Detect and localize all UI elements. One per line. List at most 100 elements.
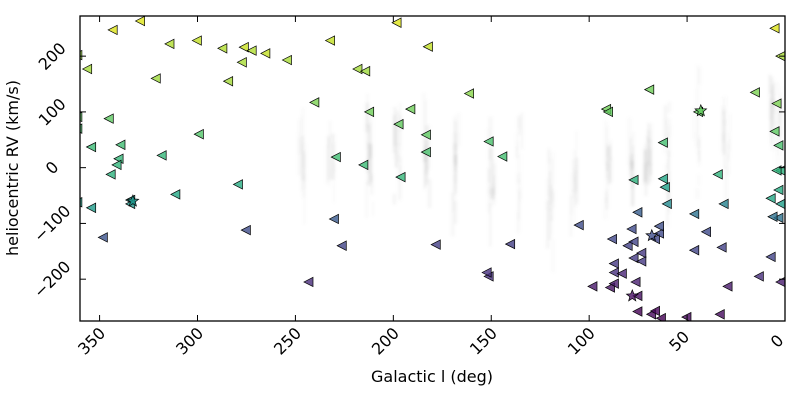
data-point	[328, 213, 339, 225]
data-point	[653, 228, 664, 239]
data-point	[103, 113, 114, 124]
x-tick-label: 100	[564, 324, 599, 359]
density-streak	[630, 177, 634, 208]
density-streak	[515, 147, 519, 158]
data-point	[420, 146, 431, 158]
data-point	[749, 87, 760, 98]
x-tick-label: 350	[74, 324, 109, 359]
density-streak	[649, 149, 653, 182]
density-streak	[427, 179, 432, 208]
density-streak	[667, 101, 672, 113]
plot-frame	[79, 15, 786, 322]
data-point	[232, 179, 243, 190]
data-point	[422, 41, 433, 52]
y-tick-label: 100	[35, 94, 70, 129]
density-streak	[329, 158, 335, 181]
data-point	[632, 290, 643, 302]
density-streak	[333, 164, 336, 203]
data-point	[430, 239, 441, 250]
data-point	[393, 118, 404, 130]
data-point	[622, 240, 633, 251]
density-streak	[424, 144, 428, 185]
data-point	[765, 251, 776, 263]
data-point	[769, 23, 780, 34]
density-streak	[697, 67, 701, 84]
density-streak	[518, 179, 521, 194]
data-point	[716, 242, 727, 253]
density-streak	[520, 112, 524, 150]
data-point	[85, 141, 97, 153]
data-point	[657, 173, 668, 185]
data-point	[336, 240, 347, 251]
density-streak	[551, 239, 555, 272]
data-point	[688, 208, 700, 220]
data-point-star	[625, 288, 639, 302]
data-point-star	[645, 228, 659, 242]
density-streak	[329, 121, 332, 139]
density-streak	[573, 175, 576, 223]
data-point	[608, 258, 619, 269]
data-point	[391, 17, 402, 28]
data-point	[573, 219, 584, 231]
data-point	[164, 38, 175, 50]
density-streak	[453, 200, 458, 224]
density-streak	[605, 163, 610, 210]
data-point	[260, 48, 271, 59]
data-point	[359, 65, 371, 77]
data-point	[700, 226, 711, 238]
data-point	[632, 207, 643, 218]
data-point	[107, 24, 118, 36]
data-point	[628, 252, 639, 264]
data-point	[771, 165, 782, 176]
data-point	[714, 309, 725, 320]
density-streak	[392, 193, 397, 205]
density-streak	[724, 166, 729, 210]
data-point	[653, 220, 664, 232]
x-tick-label: 300	[172, 324, 207, 359]
data-point	[636, 256, 647, 267]
density-streak	[516, 117, 520, 129]
data-point	[281, 54, 292, 66]
density-streak	[487, 168, 491, 183]
density-streak	[721, 133, 725, 152]
density-streak	[365, 180, 369, 218]
density-streak	[368, 143, 373, 182]
density-streak	[392, 106, 398, 146]
density-streak	[667, 149, 669, 169]
density-streak	[454, 155, 457, 183]
density-streak	[372, 202, 374, 216]
density-streak	[644, 147, 648, 182]
density-streak	[326, 135, 330, 182]
density-streak	[695, 133, 698, 147]
density-layer	[300, 67, 776, 272]
data-point	[238, 41, 249, 53]
density-streak	[489, 188, 493, 200]
data-point	[170, 189, 181, 200]
data-point	[767, 211, 778, 222]
density-streak	[573, 168, 575, 183]
data-point	[352, 63, 363, 75]
density-streak	[456, 113, 460, 146]
density-streak	[453, 116, 457, 164]
plot-area	[80, 16, 785, 321]
density-streak	[330, 133, 335, 158]
density-streak	[648, 123, 653, 165]
density-streak	[609, 139, 612, 161]
density-streak	[395, 111, 400, 126]
data-point	[217, 43, 228, 54]
data-point	[661, 198, 672, 210]
data-point	[771, 98, 782, 109]
density-streak	[488, 203, 492, 247]
y-tick-label: 0	[42, 157, 63, 178]
data-point	[636, 247, 647, 259]
density-streak	[398, 128, 401, 146]
data-point	[688, 244, 700, 256]
data-point	[608, 267, 619, 278]
density-streak	[666, 192, 669, 227]
data-point	[105, 169, 116, 180]
data-point	[632, 306, 643, 317]
data-point	[246, 45, 257, 56]
data-point	[649, 305, 660, 317]
density-streak	[696, 114, 699, 154]
